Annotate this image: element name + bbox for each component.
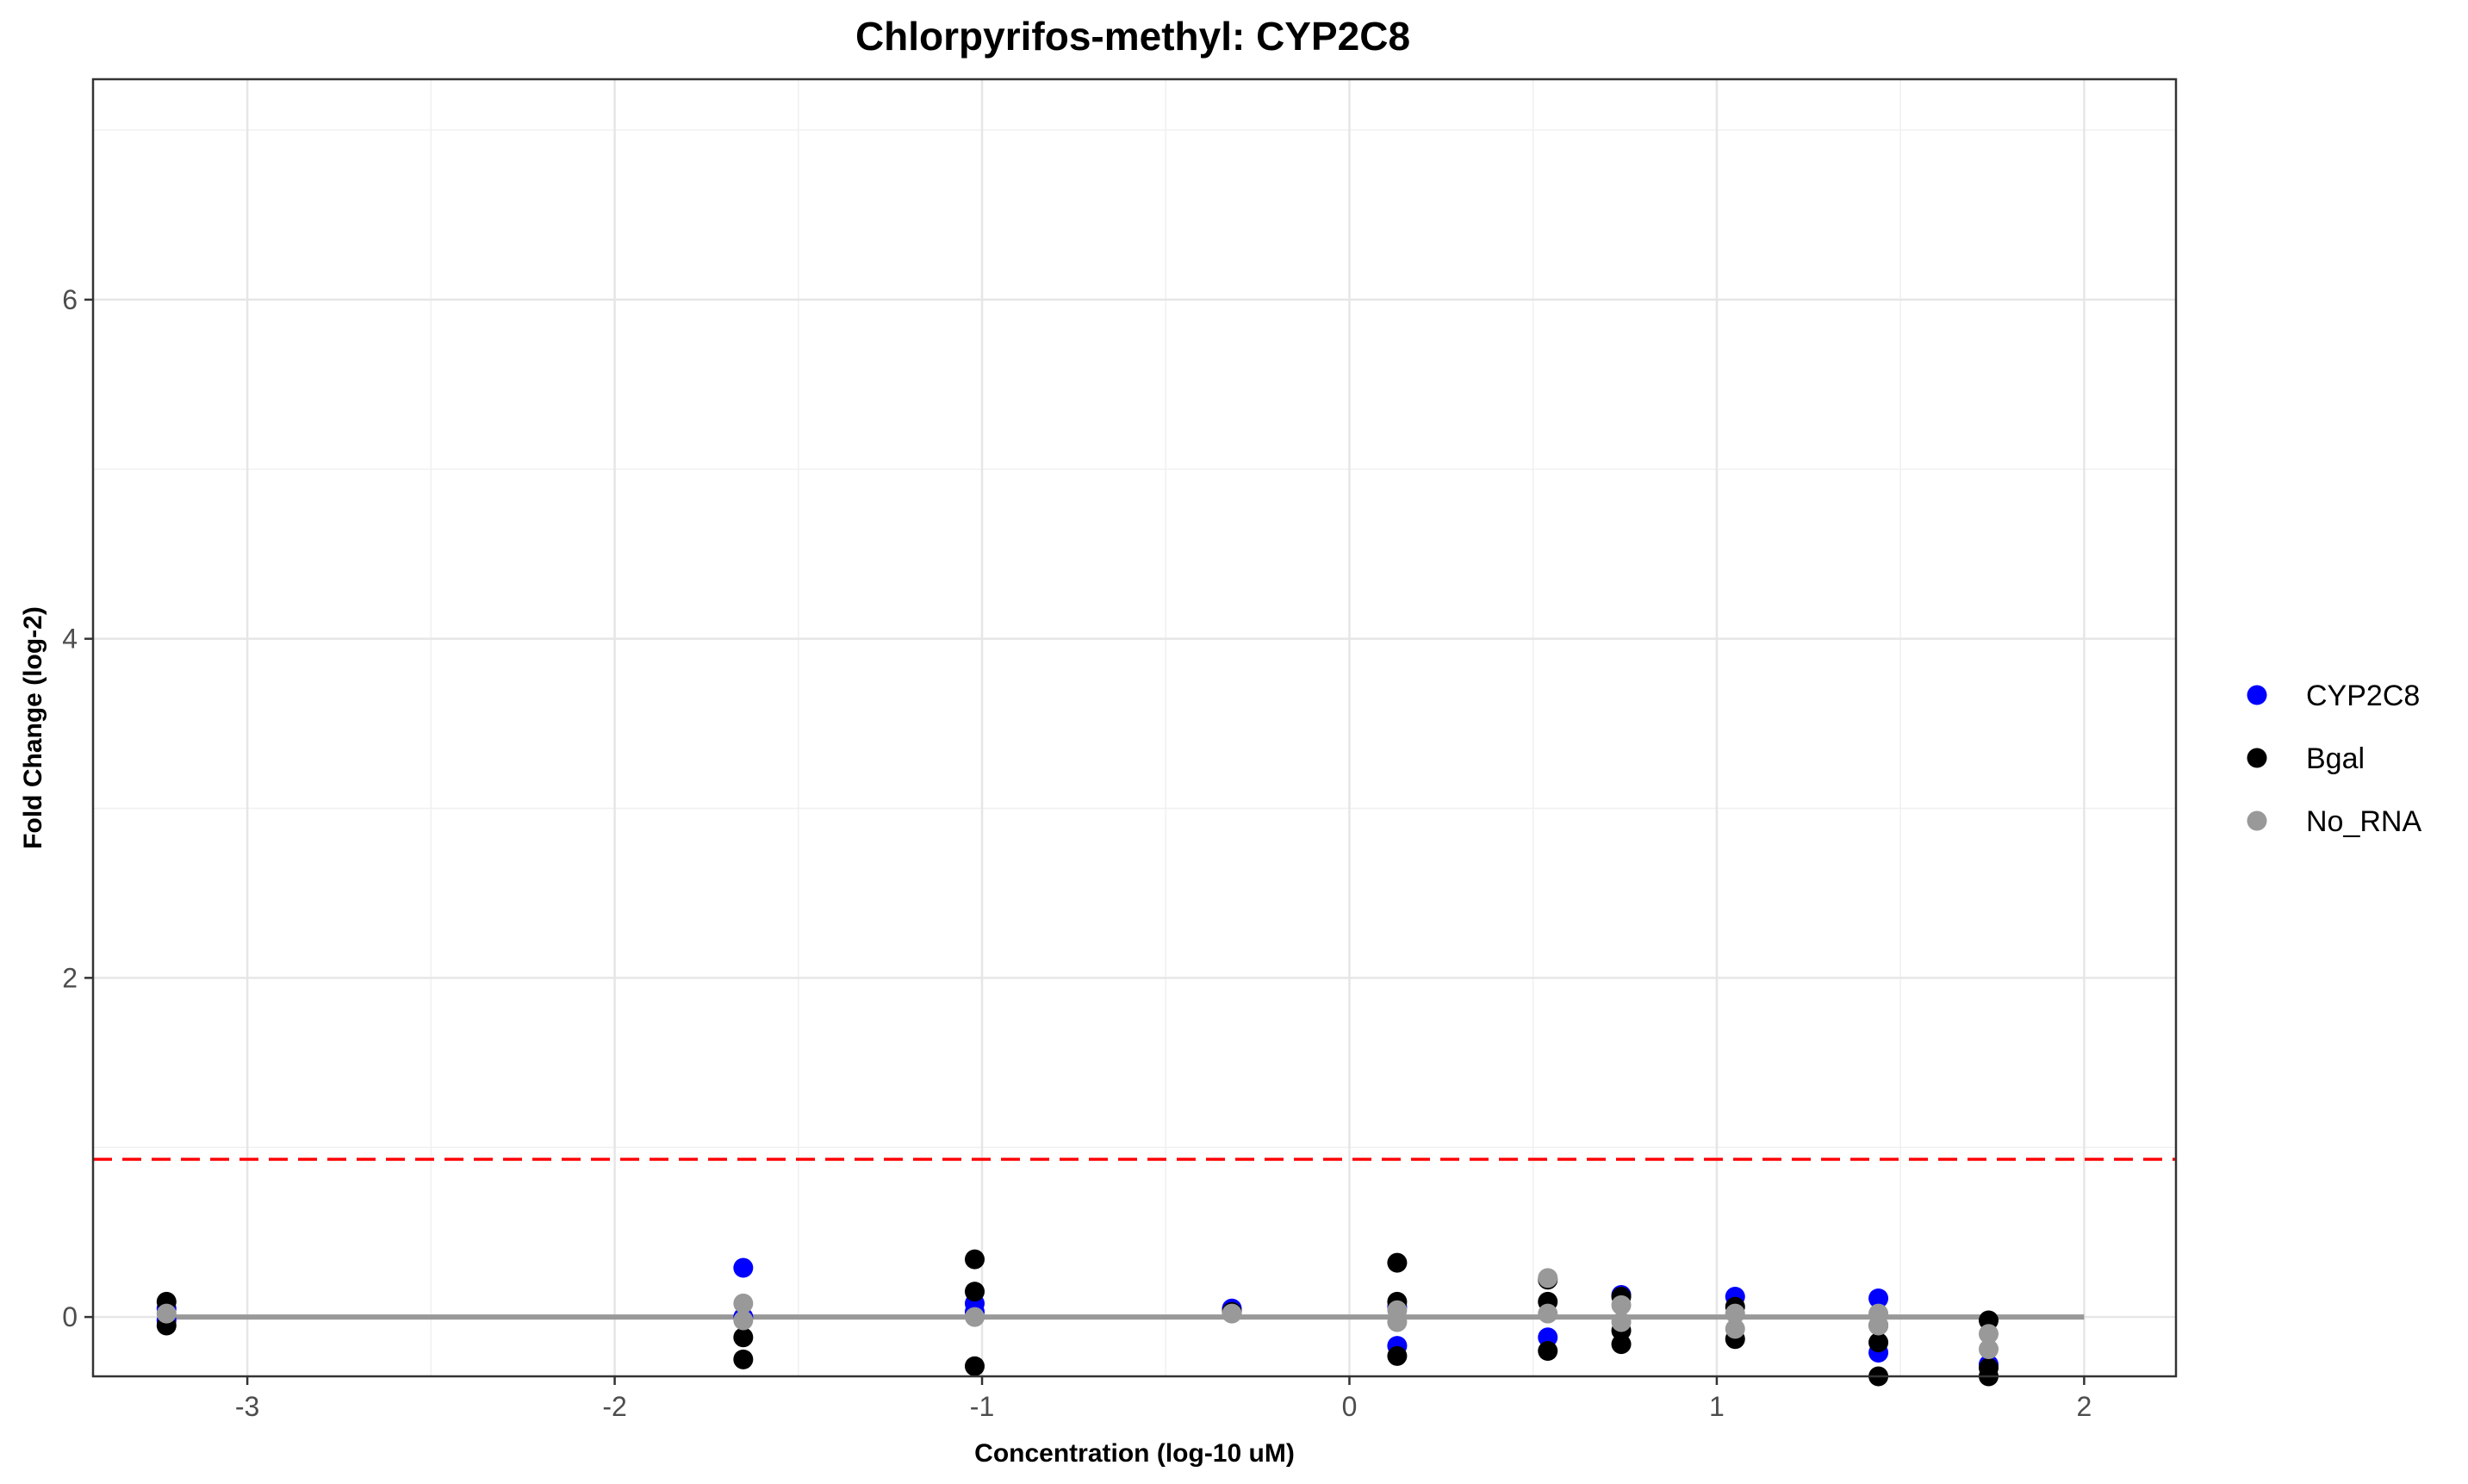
point-no-rna [1538, 1268, 1558, 1288]
legend-key-cyp2c8 [2247, 685, 2267, 705]
legend-label-no-rna: No_RNA [2306, 805, 2421, 838]
y-tick-label: 2 [62, 962, 78, 993]
legend: CYP2C8 Bgal No_RNA [2247, 680, 2421, 838]
point-no-rna [1222, 1303, 1242, 1324]
point-no-rna [1979, 1324, 1999, 1344]
point-bgal [964, 1282, 985, 1302]
legend-label-bgal: Bgal [2306, 742, 2365, 775]
point-bgal [964, 1356, 985, 1376]
point-cyp2c8 [1538, 1327, 1558, 1348]
point-no-rna [1611, 1295, 1632, 1315]
point-bgal [1538, 1340, 1558, 1361]
point-no-rna [1868, 1315, 1889, 1336]
point-bgal [1387, 1252, 1408, 1273]
point-no-rna [1387, 1312, 1408, 1332]
point-cyp2c8 [733, 1257, 754, 1278]
point-no-rna [733, 1310, 754, 1331]
point-bgal [1611, 1334, 1632, 1355]
data-points [156, 1249, 1999, 1387]
point-bgal [733, 1349, 754, 1369]
x-tick-label: 0 [1342, 1391, 1358, 1422]
point-bgal [1387, 1345, 1408, 1366]
point-no-rna [1979, 1339, 1999, 1360]
y-tick-label: 4 [62, 624, 78, 655]
x-axis-title: Concentration (log-10 uM) [974, 1439, 1295, 1468]
chart-title: Chlorpyrifos-methyl: CYP2C8 [855, 14, 1410, 59]
point-no-rna [1725, 1319, 1745, 1339]
reference-lines [93, 1158, 2176, 1320]
y-tick-label: 0 [62, 1301, 78, 1332]
point-no-rna [1725, 1303, 1745, 1324]
point-cyp2c8 [1868, 1288, 1889, 1308]
legend-key-bgal [2247, 748, 2267, 768]
x-tick-label: -1 [970, 1391, 994, 1422]
x-tick-label: -3 [235, 1391, 259, 1422]
x-tick-label: 1 [1709, 1391, 1725, 1422]
point-no-rna [156, 1303, 177, 1324]
point-bgal [1868, 1332, 1889, 1353]
point-bgal [964, 1249, 985, 1270]
y-tick-label: 6 [62, 284, 78, 315]
plot-panel-border [91, 78, 2178, 1378]
x-tick-label: 2 [2076, 1391, 2092, 1422]
point-no-rna [1611, 1312, 1632, 1332]
x-tick-label: -2 [602, 1391, 626, 1422]
point-bgal [1979, 1310, 1999, 1331]
legend-label-cyp2c8: CYP2C8 [2306, 680, 2420, 712]
axis-ticks: -3 -2 -1 0 1 2 0 2 4 6 [62, 284, 2092, 1422]
point-no-rna [733, 1293, 754, 1313]
point-no-rna [1538, 1303, 1558, 1324]
point-bgal [733, 1327, 754, 1348]
point-no-rna [964, 1307, 985, 1327]
legend-key-no-rna [2247, 810, 2267, 831]
y-axis-title: Fold Change (log-2) [19, 606, 47, 849]
